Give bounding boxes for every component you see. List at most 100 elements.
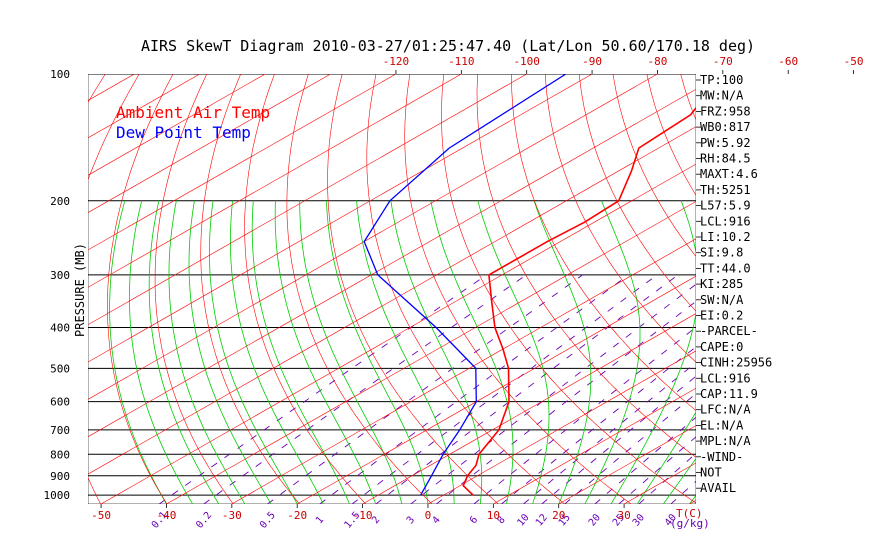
moist-adiabat-line	[390, 200, 483, 504]
legend-air-temp: Ambient Air Temp	[116, 103, 270, 122]
pressure-tick-label: 400	[50, 322, 70, 335]
index-item: L57:5.9	[700, 199, 751, 213]
moist-adiabat-line	[188, 200, 272, 504]
index-item: -PARCEL-	[700, 324, 758, 338]
isotherm-line	[362, 313, 696, 504]
x-axis-unit-label: T(C)	[676, 507, 703, 520]
dry-adiabat-line	[850, 74, 870, 504]
mixing-ratio-line	[436, 300, 696, 504]
mixing-ratio-label: 8	[496, 515, 508, 527]
top-axis-tick-label: -50	[844, 55, 864, 68]
mixing-ratio-label: 10	[516, 512, 532, 528]
isotherm-lines	[0, 74, 696, 504]
isotherm-line	[88, 88, 696, 438]
mixing-ratio-line	[319, 274, 629, 504]
isotherm-line	[0, 74, 69, 504]
isotherm-line	[88, 74, 658, 400]
pressure-tick-label: 1000	[44, 489, 71, 502]
mixing-ratio-line	[541, 375, 696, 504]
mixing-ratio-label: 1	[314, 515, 326, 527]
isotherm-line	[88, 74, 135, 101]
isotherm-line	[88, 74, 593, 363]
index-item: NOT	[700, 466, 722, 480]
mixing-ratio-line	[267, 274, 583, 504]
mixing-ratio-line	[501, 346, 696, 504]
moist-adiabat-line	[274, 200, 377, 504]
dry-adiabat-line	[244, 74, 367, 504]
dry-adiabat-line	[327, 74, 499, 504]
dry-adiabat-line	[544, 74, 696, 363]
isotherm-line	[558, 425, 696, 504]
index-item: CINH:25956	[700, 356, 772, 370]
moist-adiabat-line	[168, 200, 246, 504]
pressure-tick-label: 300	[50, 269, 70, 282]
moist-adiabat-lines	[109, 200, 696, 504]
mixing-ratio-line	[618, 436, 696, 504]
dry-adiabat-line	[578, 74, 696, 312]
isotherm-line	[231, 238, 696, 504]
isotherm-line	[100, 163, 696, 504]
mixing-ratio-line	[375, 274, 679, 504]
isotherm-line	[88, 74, 462, 288]
index-item: LI:10.2	[700, 230, 751, 244]
legend-dew-point: Dew Point Temp	[116, 123, 251, 142]
pressure-tick-label: 100	[50, 68, 70, 81]
index-item: SI:9.8	[700, 246, 743, 260]
dry-adiabat-line	[816, 74, 870, 504]
pressure-tick-label: 200	[50, 195, 70, 208]
dry-adiabat-line	[0, 74, 72, 504]
y-axis-label: PRESSURE (MB)	[73, 243, 87, 337]
isotherm-line	[166, 201, 696, 504]
pressure-tick-label: 500	[50, 362, 70, 375]
moist-adiabat-line	[299, 200, 403, 504]
pressure-tick-label: 700	[50, 424, 70, 437]
moist-adiabat-line	[430, 200, 514, 504]
top-axis-tick-label: -90	[582, 55, 602, 68]
isotherm-line	[88, 74, 266, 176]
mixing-ratio-line	[351, 274, 658, 504]
moist-adiabat-line	[128, 200, 193, 504]
mixing-ratio-label: 12	[534, 512, 550, 528]
moist-adiabat-line	[148, 200, 220, 504]
index-item: EI:0.2	[700, 309, 743, 323]
dry-adiabat-line	[88, 74, 106, 103]
index-item: RH:84.5	[700, 152, 751, 166]
moist-adiabat-line	[636, 411, 696, 504]
dry-adiabat-line	[154, 74, 234, 504]
index-item: LFC:N/A	[700, 403, 751, 417]
top-axis-tick-label: -100	[513, 55, 540, 68]
mixing-ratio-line	[594, 416, 696, 504]
isotherm-line	[493, 387, 696, 504]
bottom-axis-tick-label: 0	[425, 509, 432, 522]
mixing-ratio-line	[523, 362, 696, 504]
dry-adiabat-lines	[0, 74, 870, 504]
isotherm-line	[88, 74, 527, 326]
isotherm-line	[297, 275, 696, 504]
dry-adiabat-line	[200, 74, 300, 504]
dry-adiabat-line	[366, 74, 565, 504]
bottom-axis-tick-label: 20	[552, 509, 565, 522]
bottom-axis-tick-label: -10	[353, 509, 373, 522]
mixing-ratio-line	[473, 326, 696, 504]
top-axis-tick-label: -120	[383, 55, 410, 68]
mixing-ratio-line	[564, 393, 696, 504]
axis-labels: PRESSURE (MB) T(C) (g/kg) 10020030040050…	[44, 55, 864, 531]
mixing-ratio-line	[410, 283, 696, 504]
isotherm-line	[427, 350, 696, 504]
moist-adiabat-line	[477, 200, 550, 504]
mixing-ratio-label: 2	[370, 515, 382, 527]
index-item: MPL:N/A	[700, 434, 751, 448]
top-axis-tick-label: -80	[648, 55, 668, 68]
moist-adiabat-line	[610, 200, 696, 504]
mixing-ratio-label: 3	[405, 515, 417, 527]
index-item: WB0:817	[700, 120, 751, 134]
pressure-tick-label: 900	[50, 470, 70, 483]
moist-adiabat-line	[584, 200, 641, 504]
bottom-axis-tick-label: -30	[222, 509, 242, 522]
bottom-axis-tick-label: 30	[617, 509, 630, 522]
index-item: LCL:916	[700, 214, 751, 228]
top-axis-tick-label: -70	[713, 55, 733, 68]
isotherm-line	[88, 74, 397, 251]
temperature-profile-line	[462, 106, 696, 496]
